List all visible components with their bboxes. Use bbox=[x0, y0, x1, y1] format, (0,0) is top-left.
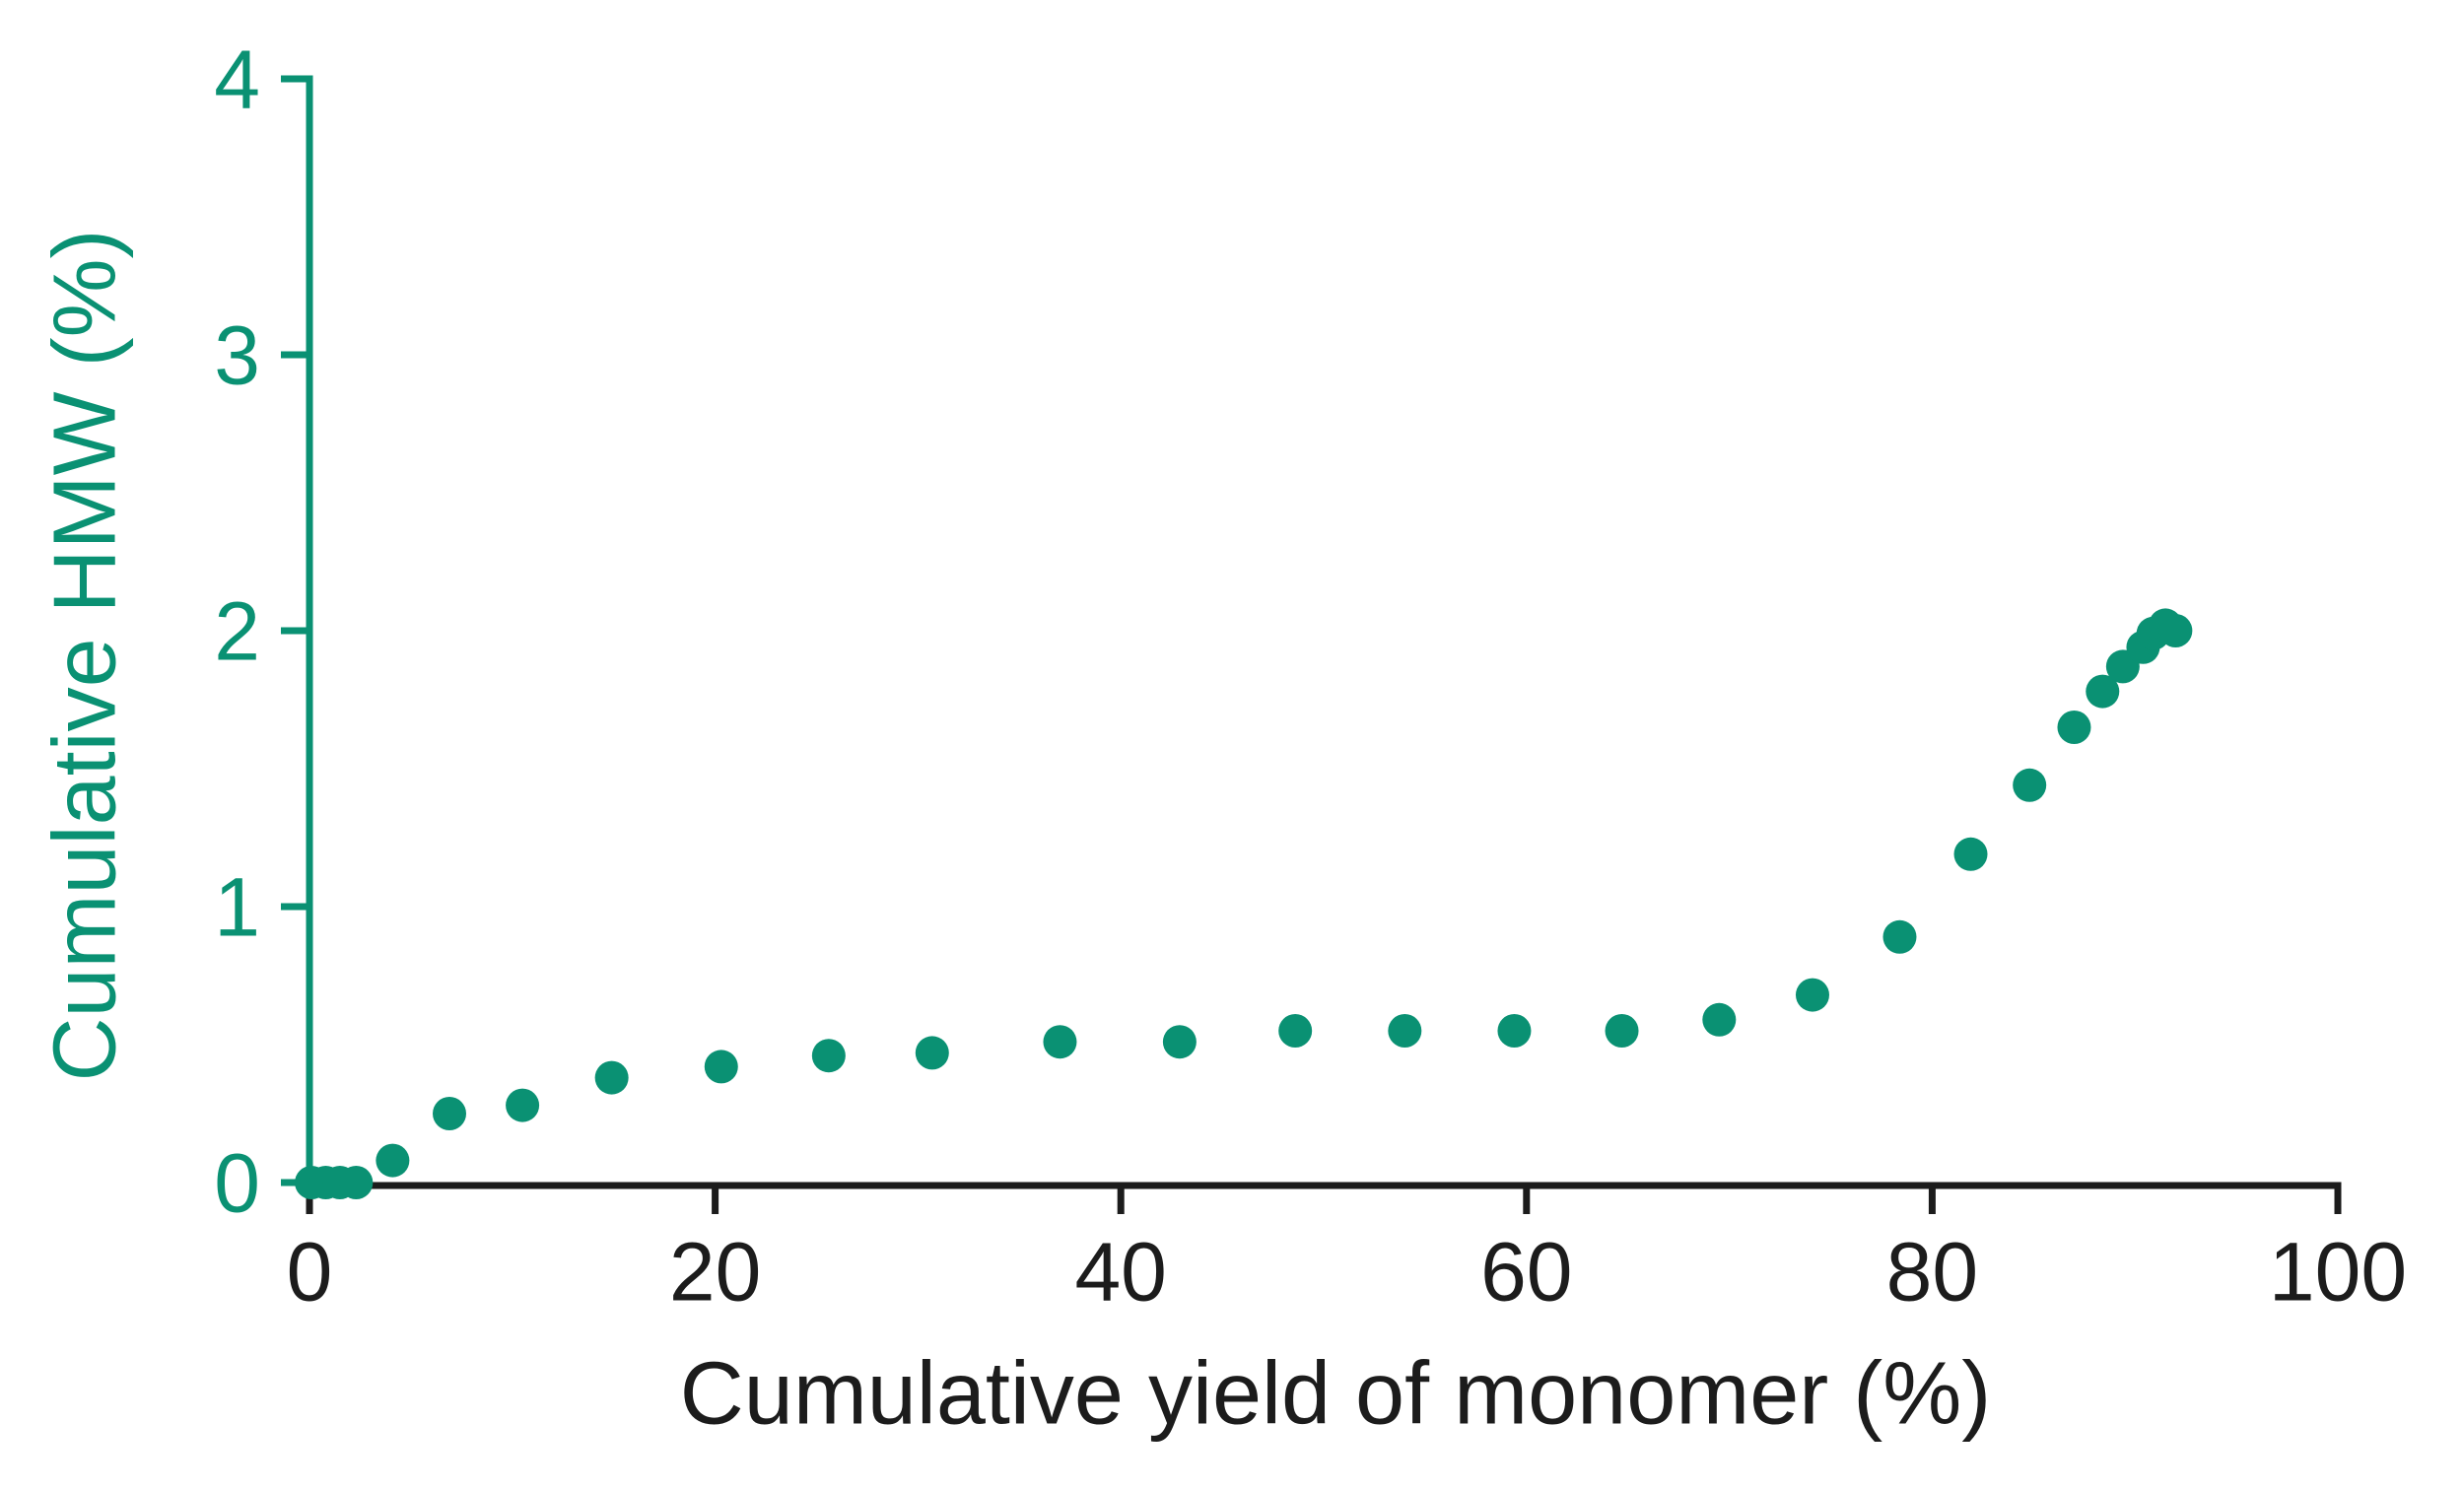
data-points-layer bbox=[295, 608, 2193, 1199]
x-tick-label: 20 bbox=[669, 1225, 761, 1318]
data-point bbox=[2086, 674, 2120, 709]
y-tick-label: 3 bbox=[214, 308, 260, 401]
y-axis-title: Cumulative HMW (%) bbox=[36, 229, 135, 1081]
data-point bbox=[1795, 978, 1829, 1012]
y-tick-label: 1 bbox=[214, 860, 260, 953]
data-point bbox=[1702, 1002, 1737, 1037]
y-tick-label: 2 bbox=[214, 584, 260, 677]
data-point bbox=[2013, 768, 2047, 802]
data-point bbox=[1388, 1014, 1422, 1048]
data-point bbox=[376, 1143, 410, 1178]
data-point bbox=[2158, 614, 2193, 647]
y-tick-label: 0 bbox=[214, 1136, 260, 1229]
data-point bbox=[1162, 1025, 1197, 1059]
x-tick-label: 100 bbox=[2269, 1225, 2407, 1318]
data-point bbox=[915, 1036, 949, 1070]
data-point bbox=[1882, 919, 1917, 954]
data-point bbox=[506, 1088, 540, 1122]
data-point bbox=[1278, 1014, 1313, 1048]
data-point bbox=[339, 1166, 374, 1199]
data-point bbox=[433, 1097, 467, 1130]
data-point bbox=[594, 1060, 629, 1095]
x-tick-label: 60 bbox=[1480, 1225, 1572, 1318]
data-point bbox=[704, 1050, 738, 1084]
x-tick-label: 0 bbox=[287, 1225, 333, 1318]
data-point bbox=[1605, 1014, 1639, 1048]
x-axis-title: Cumulative yield of monomer (%) bbox=[680, 1345, 1991, 1444]
data-point bbox=[1497, 1014, 1532, 1048]
data-point bbox=[1953, 837, 1988, 871]
data-point bbox=[811, 1039, 846, 1073]
axes-layer: 0 20 40 60 80 100 0 1 2 3 4 bbox=[214, 33, 2407, 1318]
data-point bbox=[1043, 1025, 1077, 1059]
data-point bbox=[2057, 711, 2091, 744]
y-tick-label: 4 bbox=[214, 33, 260, 125]
x-tick-label: 40 bbox=[1074, 1225, 1166, 1318]
x-tick-label: 80 bbox=[1886, 1225, 1978, 1318]
